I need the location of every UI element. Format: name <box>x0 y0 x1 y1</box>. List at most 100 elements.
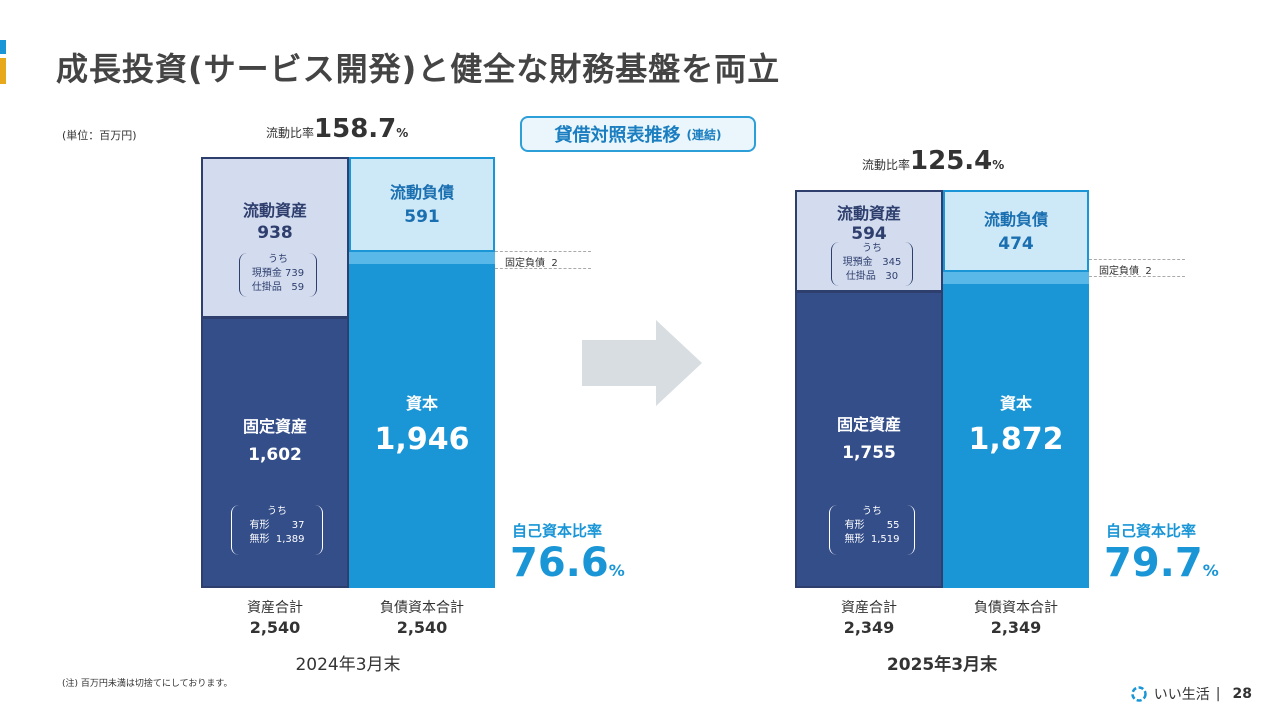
capital-label: 資本 <box>405 394 438 413</box>
breakdown-uchi: うち <box>268 254 288 265</box>
current-assets-breakdown: うち 現預金 739 仕掛品 59 <box>239 253 317 297</box>
cash-label: 現預金 <box>251 268 282 279</box>
balance-sheet-badge: 貸借対照表推移 (連結) <box>520 116 756 152</box>
current-assets-label: 流動資産 <box>836 204 901 223</box>
fixed-liabilities-box-2025 <box>943 272 1089 284</box>
title-accent-bar-yellow <box>0 58 6 84</box>
fixed-assets-breakdown: うち 有形 55 無形 1,519 <box>829 505 915 555</box>
page-title: 成長投資(サービス開発)と健全な財務基盤を両立 <box>56 50 781 88</box>
fixed-liab-value: 2 <box>1145 266 1152 277</box>
assets-total-2025: 資産合計 2,349 <box>795 598 943 639</box>
equity-ratio-unit: % <box>1202 561 1219 580</box>
assets-total-label: 資産合計 <box>247 600 303 616</box>
intangible-value: 1,389 <box>275 534 305 545</box>
title-accent-bar <box>0 40 6 54</box>
liab-cap-total-2025: 負債資本合計 2,349 <box>943 598 1089 639</box>
current-assets-breakdown: うち 現預金 345 仕掛品 30 <box>831 242 913 286</box>
transition-arrow <box>582 320 702 406</box>
current-assets-box-2025: 流動資産 594 うち 現預金 345 仕掛品 30 <box>795 190 943 292</box>
capital-box-2024: 資本 1,946 <box>349 264 495 588</box>
current-assets-box-2024: 流動資産 938 うち 現預金 739 仕掛品 59 <box>201 157 349 318</box>
breakdown-uchi: うち <box>862 506 882 517</box>
breakdown-uchi: うち <box>862 243 882 254</box>
fixed-assets-breakdown: うち 有形 37 無形 1,389 <box>231 505 323 555</box>
current-liabilities-value: 591 <box>404 207 440 227</box>
brand-name: いい生活 <box>1153 687 1210 703</box>
fixed-liab-leader-bottom <box>1089 276 1185 277</box>
fixed-liabilities-box-2024 <box>349 252 495 264</box>
breakdown-uchi: うち <box>267 506 287 517</box>
current-liabilities-value: 474 <box>998 234 1034 254</box>
wip-label: 仕掛品 <box>845 271 876 282</box>
logo-icon <box>1131 686 1147 702</box>
equity-ratio-label-2024: 自己資本比率 <box>512 522 603 540</box>
tangible-value: 55 <box>886 520 900 531</box>
current-ratio-2024: 流動比率158.7% <box>266 114 408 144</box>
intangible-label: 無形 <box>844 534 865 545</box>
current-assets-label: 流動資産 <box>242 201 307 220</box>
fixed-liab-leader-top <box>1089 259 1185 260</box>
liab-cap-total-label: 負債資本合計 <box>380 600 464 616</box>
liab-cap-total-2024: 負債資本合計 2,540 <box>349 598 495 639</box>
fixed-assets-label: 固定資産 <box>242 417 307 436</box>
page-number: 28 <box>1232 686 1252 702</box>
footer-separator: | <box>1215 686 1221 702</box>
capital-value: 1,946 <box>374 422 470 457</box>
equity-ratio-value: 76.6 <box>510 540 609 586</box>
wip-value: 30 <box>885 271 899 282</box>
fixed-liab-leader-top <box>495 251 591 252</box>
wip-label: 仕掛品 <box>251 282 282 293</box>
fixed-liab-leader-bottom <box>495 268 591 269</box>
fixed-liabilities-label-2024: 固定負債 2 <box>505 254 558 269</box>
fixed-assets-box-2024: 固定資産 1,602 うち 有形 37 無形 1,389 <box>201 317 349 588</box>
footnote: (注) 百万円未満は切捨てにしております。 <box>62 679 233 689</box>
period-date-2025: 2025年3月末 <box>886 655 998 675</box>
liab-cap-total-value: 2,349 <box>990 618 1042 637</box>
fixed-assets-label: 固定資産 <box>836 415 901 434</box>
tangible-value: 37 <box>291 520 305 531</box>
liab-cap-total-label: 負債資本合計 <box>974 600 1058 616</box>
fixed-liabilities-label-2025: 固定負債 2 <box>1099 262 1152 277</box>
equity-ratio-2024: 76.6% <box>510 540 625 586</box>
current-ratio-label: 流動比率 <box>862 158 911 172</box>
tangible-label: 有形 <box>249 520 270 531</box>
fixed-liab-value: 2 <box>551 258 558 269</box>
capital-label: 資本 <box>999 394 1032 413</box>
assets-total-2024: 資産合計 2,540 <box>201 598 349 639</box>
capital-value: 1,872 <box>968 422 1064 457</box>
cash-value: 345 <box>882 257 902 268</box>
tangible-label: 有形 <box>844 520 865 531</box>
equity-ratio-value: 79.7 <box>1104 540 1203 586</box>
assets-total-value: 2,349 <box>843 618 895 637</box>
equity-ratio-label-2025: 自己資本比率 <box>1106 522 1197 540</box>
current-assets-value: 938 <box>257 223 293 243</box>
intangible-label: 無形 <box>249 534 270 545</box>
intangible-value: 1,519 <box>870 534 900 545</box>
current-ratio-value: 125.4 <box>910 146 993 176</box>
badge-main: 貸借対照表推移 <box>554 125 681 146</box>
wip-value: 59 <box>291 282 305 293</box>
cash-value: 739 <box>285 268 305 279</box>
badge-sub: (連結) <box>686 127 722 142</box>
current-liabilities-label: 流動負債 <box>389 183 454 202</box>
equity-ratio-2025: 79.7% <box>1104 540 1219 586</box>
footer: いい生活 | 28 <box>1130 684 1252 704</box>
current-liabilities-box-2024: 流動負債 591 <box>349 157 495 252</box>
current-ratio-unit: % <box>396 126 409 140</box>
assets-total-label: 資産合計 <box>841 600 897 616</box>
current-liabilities-box-2025: 流動負債 474 <box>943 190 1089 272</box>
assets-total-value: 2,540 <box>249 618 301 637</box>
current-assets-value: 594 <box>851 224 887 244</box>
fixed-assets-value: 1,602 <box>248 445 302 465</box>
current-liabilities-label: 流動負債 <box>983 210 1048 229</box>
capital-box-2025: 資本 1,872 <box>943 284 1089 588</box>
unit-label: (単位：百万円) <box>62 129 137 142</box>
current-ratio-label: 流動比率 <box>266 126 315 140</box>
current-ratio-2025: 流動比率125.4% <box>862 146 1004 176</box>
fixed-assets-box-2025: 固定資産 1,755 うち 有形 55 無形 1,519 <box>795 291 943 588</box>
fixed-liab-label: 固定負債 <box>505 258 545 269</box>
liab-cap-total-value: 2,540 <box>396 618 448 637</box>
period-date-2024: 2024年3月末 <box>295 655 401 675</box>
fixed-assets-value: 1,755 <box>842 443 896 463</box>
cash-label: 現預金 <box>842 257 873 268</box>
